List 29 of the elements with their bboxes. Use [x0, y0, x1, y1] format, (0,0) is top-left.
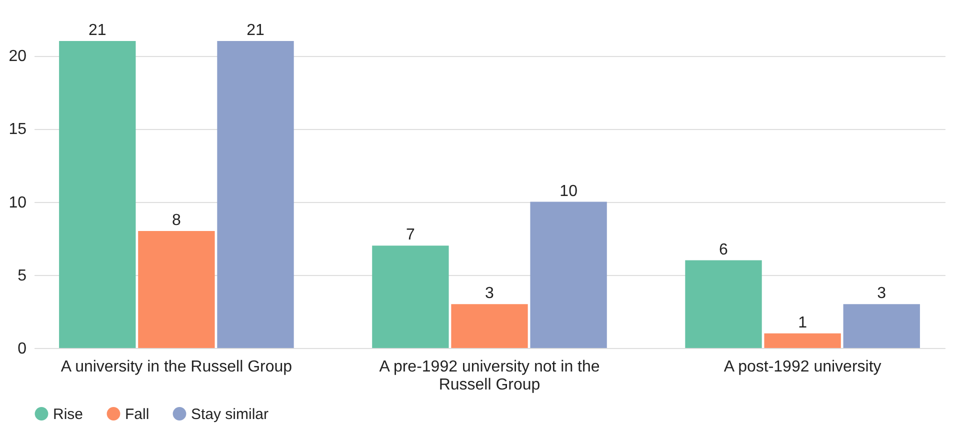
bar: [451, 304, 528, 348]
legend-label: Fall: [125, 406, 150, 423]
data-label: 8: [172, 212, 181, 230]
legend-label: Rise: [53, 406, 84, 423]
x-tick-label: A university in the Russell Group: [60, 358, 292, 376]
data-label: 6: [719, 241, 728, 258]
y-tick-label: 15: [8, 121, 27, 138]
y-tick-label: 0: [18, 340, 27, 358]
x-tick-label: A post-1992 university: [724, 358, 882, 376]
data-label: 7: [406, 226, 415, 244]
data-label: 3: [485, 285, 494, 302]
y-tick-label: 20: [8, 48, 27, 66]
data-label: 21: [88, 22, 106, 39]
bar: [843, 304, 920, 348]
bar: [138, 231, 215, 348]
data-label: 3: [877, 285, 886, 302]
data-label: 1: [798, 314, 808, 332]
legend-label: Stay similar: [191, 406, 269, 423]
bar: [685, 260, 762, 348]
bar: [59, 41, 136, 348]
data-label: 10: [560, 182, 578, 200]
data-label: 21: [246, 22, 264, 39]
bar: [372, 246, 449, 348]
bar: [217, 41, 294, 348]
bar: [764, 333, 841, 348]
y-tick-label: 10: [8, 194, 27, 212]
x-tick-label: A pre-1992 university not in the Russell Group: [379, 358, 600, 394]
bar: [530, 202, 607, 348]
y-tick-label: 5: [18, 267, 27, 284]
